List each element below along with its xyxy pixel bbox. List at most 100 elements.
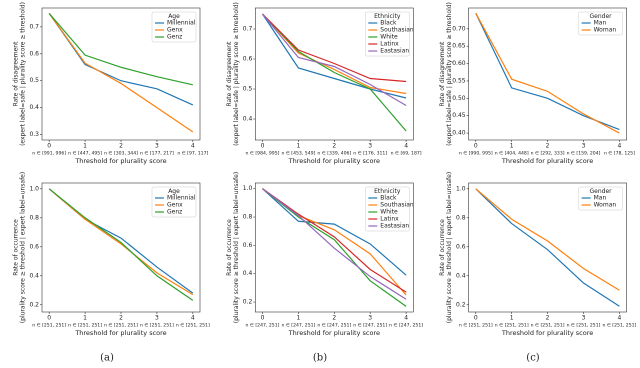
legend-title: Age (168, 188, 180, 195)
x-axis-label: Threshold for plurality score (74, 329, 166, 337)
series-line (475, 12, 620, 134)
series-line (48, 13, 194, 133)
legend-label: Black (380, 20, 397, 27)
x-tick-note: n ∈ [990, 995] (459, 151, 493, 157)
x-axis-label: Threshold for plurality score (501, 157, 593, 165)
y-axis-label: (expert label=safe | plurality score ≥ t… (20, 2, 27, 146)
y-tick-label: 0.8 (243, 214, 253, 221)
y-tick-label: 0.55 (452, 77, 466, 84)
y-axis-label: (expert label=safe | plurality score ≥ t… (446, 2, 453, 146)
x-tick-note: n ∈ [247, 251] (317, 323, 351, 329)
x-tick-note: n ∈ [251, 251] (104, 323, 138, 329)
x-tick-label: 3 (155, 143, 159, 150)
x-tick-note: n ∈ [159, 204] (567, 151, 601, 157)
legend-label: Black (380, 195, 397, 202)
y-tick-label: 0.6 (29, 243, 39, 250)
x-tick-note: n ∈ [251, 251] (140, 323, 174, 329)
y-tick-label: 0.4 (243, 270, 253, 277)
y-tick-label: 0.8 (456, 214, 466, 221)
series-line (48, 188, 194, 301)
y-axis-label: (plurality score ≥ threshold | expert la… (233, 172, 240, 323)
y-axis-label: (plurality score ≥ threshold | expert la… (446, 172, 453, 323)
legend-label: Millennial (167, 20, 196, 27)
x-tick-label: 1 (83, 143, 87, 150)
x-axis-label: Threshold for plurality score (501, 329, 593, 337)
caption: (c) (526, 353, 540, 364)
y-axis-label: Rate of occurrence (439, 219, 446, 276)
x-tick-note: n ∈ [251, 251] (602, 323, 636, 329)
y-tick-label: 0.5 (243, 86, 253, 93)
y-tick-label: 0.6 (29, 50, 39, 57)
y-tick-label: 1.0 (29, 185, 39, 192)
x-tick-label: 3 (582, 315, 586, 322)
x-tick-label: 3 (582, 143, 586, 150)
x-tick-note: n ∈ [69, 187] (391, 151, 422, 157)
x-tick-note: n ∈ [447, 495] (68, 151, 102, 157)
x-tick-note: n ∈ [453, 549] (281, 151, 315, 157)
x-tick-note: n ∈ [251, 251] (567, 323, 601, 329)
x-tick-note: n ∈ [251, 251] (32, 323, 66, 329)
legend-title: Gender (590, 13, 613, 20)
x-tick-label: 1 (296, 143, 300, 150)
x-tick-note: n ∈ [247, 251] (281, 323, 315, 329)
legend-label: Woman (594, 202, 617, 209)
x-tick-label: 4 (618, 143, 622, 150)
x-tick-note: n ∈ [177, 217] (140, 151, 174, 157)
x-tick-label: 2 (119, 143, 123, 150)
x-tick-label: 0 (261, 315, 265, 322)
legend-label: Millennial (167, 195, 196, 202)
series-line (262, 188, 407, 293)
y-tick-label: 0.7 (243, 26, 253, 33)
series-line (475, 188, 620, 291)
y-tick-label: 0.50 (452, 95, 466, 102)
x-tick-label: 0 (261, 143, 265, 150)
y-tick-label: 0.6 (243, 56, 253, 63)
x-tick-note: n ∈ [404, 448] (495, 151, 529, 157)
x-tick-label: 1 (510, 315, 514, 322)
legend-title: Age (168, 13, 180, 20)
legend-label: Genx (167, 27, 183, 34)
x-tick-label: 0 (47, 315, 51, 322)
legend-label: Latinx (380, 216, 399, 223)
x-tick-note: n ∈ [251, 251] (459, 323, 493, 329)
x-tick-label: 2 (332, 315, 336, 322)
x-tick-label: 4 (191, 143, 195, 150)
legend-label: Genz (167, 209, 182, 216)
y-tick-label: 0.4 (29, 104, 39, 111)
y-axis-label: Rate of disagreement (226, 41, 233, 106)
y-axis-label: Rate of occurrence (13, 219, 20, 276)
legend-label: Southasian (380, 202, 414, 209)
legend-label: White (380, 209, 398, 216)
series-line (262, 13, 407, 83)
x-tick-label: 4 (404, 315, 408, 322)
x-tick-note: n ∈ [292, 333] (531, 151, 565, 157)
y-axis-label: Rate of disagreement (13, 41, 20, 106)
x-tick-label: 4 (404, 143, 408, 150)
legend-label: Latinx (380, 41, 399, 48)
y-tick-label: 0.5 (29, 77, 39, 84)
legend-title: Ethnicity (374, 188, 401, 195)
y-tick-label: 0.45 (452, 112, 466, 119)
x-tick-label: 2 (332, 143, 336, 150)
x-tick-label: 0 (47, 143, 51, 150)
caption: (a) (100, 353, 114, 364)
legend-label: Genz (167, 34, 182, 41)
series-line (475, 188, 620, 307)
legend-title: Gender (590, 188, 613, 195)
y-tick-label: 0.4 (29, 272, 39, 279)
y-tick-label: 1.0 (456, 185, 466, 192)
x-tick-label: 2 (546, 143, 550, 150)
legend-label: Genx (167, 202, 183, 209)
x-tick-note: n ∈ [251, 251] (495, 323, 529, 329)
x-tick-note: n ∈ [984, 995] (246, 151, 280, 157)
y-tick-label: 0.7 (29, 23, 39, 30)
y-tick-label: 0.40 (452, 130, 466, 137)
y-tick-label: 0.6 (243, 242, 253, 249)
x-tick-label: 0 (474, 143, 478, 150)
legend-label: Eastasian (380, 223, 409, 230)
y-axis-label: Rate of disagreement (439, 41, 446, 106)
series-line (48, 188, 194, 296)
x-tick-label: 3 (155, 315, 159, 322)
x-tick-label: 0 (474, 315, 478, 322)
